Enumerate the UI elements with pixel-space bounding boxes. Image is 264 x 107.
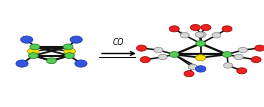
Ellipse shape <box>234 54 243 60</box>
Ellipse shape <box>64 48 75 55</box>
Ellipse shape <box>237 68 247 74</box>
Ellipse shape <box>222 52 232 57</box>
Ellipse shape <box>195 66 206 72</box>
Ellipse shape <box>184 71 194 77</box>
Ellipse shape <box>212 32 221 38</box>
Ellipse shape <box>46 58 56 64</box>
Ellipse shape <box>196 41 205 46</box>
Ellipse shape <box>251 57 261 63</box>
Ellipse shape <box>188 64 197 70</box>
Ellipse shape <box>190 25 200 31</box>
Ellipse shape <box>196 55 206 61</box>
Ellipse shape <box>75 60 87 67</box>
Ellipse shape <box>70 36 82 43</box>
Ellipse shape <box>180 32 189 38</box>
Ellipse shape <box>255 45 264 51</box>
Ellipse shape <box>140 57 150 63</box>
Ellipse shape <box>16 60 28 67</box>
Ellipse shape <box>201 25 211 31</box>
Ellipse shape <box>28 48 39 55</box>
Ellipse shape <box>63 44 73 50</box>
Ellipse shape <box>21 36 33 43</box>
Ellipse shape <box>158 54 167 60</box>
Ellipse shape <box>136 45 147 51</box>
Ellipse shape <box>195 32 204 37</box>
Ellipse shape <box>154 47 163 53</box>
Ellipse shape <box>30 44 40 50</box>
Ellipse shape <box>169 26 179 32</box>
Ellipse shape <box>222 26 232 32</box>
Ellipse shape <box>197 32 206 37</box>
Ellipse shape <box>169 52 179 57</box>
Ellipse shape <box>29 53 38 59</box>
Ellipse shape <box>224 63 233 68</box>
Ellipse shape <box>65 53 74 59</box>
Text: CO: CO <box>113 38 125 47</box>
Ellipse shape <box>238 47 247 53</box>
